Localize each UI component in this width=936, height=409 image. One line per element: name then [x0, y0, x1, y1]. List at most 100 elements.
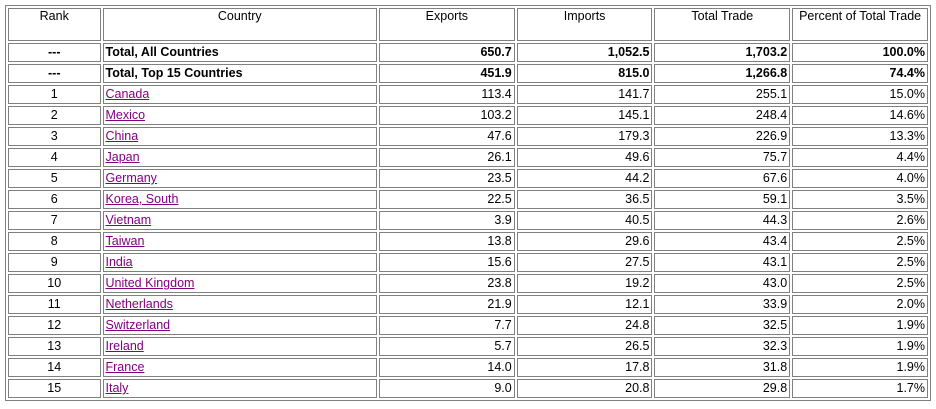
- country-link[interactable]: United Kingdom: [105, 276, 195, 290]
- percent-cell: 1.9%: [792, 358, 928, 377]
- total-trade-cell: 226.9: [654, 127, 791, 146]
- percent-cell: 2.5%: [792, 274, 928, 293]
- country-link[interactable]: France: [105, 360, 145, 374]
- total-trade-cell: 31.8: [654, 358, 791, 377]
- imports-cell: 179.3: [516, 127, 653, 146]
- table-row: 14 France 14.0 17.8 31.8 1.9%: [8, 358, 928, 377]
- country-link[interactable]: Japan: [105, 150, 140, 164]
- total-trade-cell: 1,703.2: [654, 43, 791, 62]
- country-link[interactable]: Mexico: [105, 108, 146, 122]
- table-row: 2 Mexico 103.2 145.1 248.4 14.6%: [8, 106, 928, 125]
- country-link[interactable]: Netherlands: [105, 297, 173, 311]
- total-row: --- Total, Top 15 Countries 451.9 815.0 1,26…: [8, 64, 928, 83]
- imports-cell: 44.2: [516, 169, 653, 188]
- table-row: 4 Japan 26.1 49.6 75.7 4.4%: [8, 148, 928, 167]
- exports-cell: 3.9: [379, 211, 515, 230]
- imports-cell: 24.8: [516, 316, 653, 335]
- percent-cell: 2.5%: [792, 253, 928, 272]
- country-link[interactable]: Italy: [105, 381, 129, 395]
- country-link[interactable]: Switzerland: [105, 318, 171, 332]
- rank-cell: 11: [8, 295, 101, 314]
- imports-cell: 145.1: [516, 106, 653, 125]
- country-link[interactable]: Vietnam: [105, 213, 152, 227]
- imports-cell: 36.5: [516, 190, 653, 209]
- country-link[interactable]: Korea, South: [105, 192, 179, 206]
- exports-cell: 113.4: [379, 85, 515, 104]
- rank-cell: 5: [8, 169, 101, 188]
- table-row: 3 China 47.6 179.3 226.9 13.3%: [8, 127, 928, 146]
- exports-cell: 23.5: [379, 169, 515, 188]
- country-cell: Mexico: [102, 106, 377, 125]
- total-trade-cell: 59.1: [654, 190, 791, 209]
- rank-cell: 10: [8, 274, 101, 293]
- table-row: 8 Taiwan 13.8 29.6 43.4 2.5%: [8, 232, 928, 251]
- percent-cell: 2.0%: [792, 295, 928, 314]
- table-row: 12 Switzerland 7.7 24.8 32.5 1.9%: [8, 316, 928, 335]
- rank-cell: 15: [8, 379, 101, 398]
- exports-cell: 21.9: [379, 295, 515, 314]
- exports-cell: 26.1: [379, 148, 515, 167]
- table-row: 9 India 15.6 27.5 43.1 2.5%: [8, 253, 928, 272]
- total-trade-cell: 67.6: [654, 169, 791, 188]
- header-row: Rank Country Exports Imports Total Trade…: [8, 8, 928, 41]
- percent-cell: 1.7%: [792, 379, 928, 398]
- country-link[interactable]: Canada: [105, 87, 150, 101]
- country-link[interactable]: Germany: [105, 171, 157, 185]
- country-cell: Total, Top 15 Countries: [102, 64, 377, 83]
- exports-cell: 650.7: [379, 43, 515, 62]
- exports-cell: 9.0: [379, 379, 515, 398]
- country-cell: Ireland: [102, 337, 377, 356]
- percent-cell: 4.0%: [792, 169, 928, 188]
- imports-cell: 19.2: [516, 274, 653, 293]
- percent-cell: 13.3%: [792, 127, 928, 146]
- percent-cell: 74.4%: [792, 64, 928, 83]
- percent-cell: 4.4%: [792, 148, 928, 167]
- country-link[interactable]: Taiwan: [105, 234, 145, 248]
- exports-cell: 5.7: [379, 337, 515, 356]
- rank-cell: 12: [8, 316, 101, 335]
- rank-cell: 3: [8, 127, 101, 146]
- country-link[interactable]: Ireland: [105, 339, 144, 353]
- country-cell: Netherlands: [102, 295, 377, 314]
- header-imports: Imports: [516, 8, 653, 41]
- country-cell: Vietnam: [102, 211, 377, 230]
- country-link[interactable]: China: [105, 129, 139, 143]
- exports-cell: 14.0: [379, 358, 515, 377]
- rank-cell: 9: [8, 253, 101, 272]
- rank-cell: 2: [8, 106, 101, 125]
- header-exports: Exports: [379, 8, 515, 41]
- exports-cell: 103.2: [379, 106, 515, 125]
- table-row: 1 Canada 113.4 141.7 255.1 15.0%: [8, 85, 928, 104]
- imports-cell: 141.7: [516, 85, 653, 104]
- total-trade-cell: 44.3: [654, 211, 791, 230]
- rank-cell: ---: [8, 43, 101, 62]
- table-row: 15 Italy 9.0 20.8 29.8 1.7%: [8, 379, 928, 398]
- total-trade-cell: 32.5: [654, 316, 791, 335]
- percent-cell: 1.9%: [792, 316, 928, 335]
- imports-cell: 815.0: [516, 64, 653, 83]
- exports-cell: 451.9: [379, 64, 515, 83]
- rank-cell: 13: [8, 337, 101, 356]
- country-cell: France: [102, 358, 377, 377]
- rank-cell: 7: [8, 211, 101, 230]
- total-trade-cell: 43.0: [654, 274, 791, 293]
- table-body: --- Total, All Countries 650.7 1,052.5 1,703…: [8, 43, 928, 398]
- country-cell: Switzerland: [102, 316, 377, 335]
- percent-cell: 1.9%: [792, 337, 928, 356]
- percent-cell: 2.5%: [792, 232, 928, 251]
- imports-cell: 12.1: [516, 295, 653, 314]
- percent-cell: 3.5%: [792, 190, 928, 209]
- imports-cell: 26.5: [516, 337, 653, 356]
- country-cell: Japan: [102, 148, 377, 167]
- percent-cell: 2.6%: [792, 211, 928, 230]
- imports-cell: 40.5: [516, 211, 653, 230]
- country-link[interactable]: India: [105, 255, 133, 269]
- exports-cell: 7.7: [379, 316, 515, 335]
- percent-cell: 14.6%: [792, 106, 928, 125]
- country-cell: Taiwan: [102, 232, 377, 251]
- total-trade-cell: 32.3: [654, 337, 791, 356]
- country-cell: Canada: [102, 85, 377, 104]
- total-trade-cell: 33.9: [654, 295, 791, 314]
- imports-cell: 1,052.5: [516, 43, 653, 62]
- imports-cell: 17.8: [516, 358, 653, 377]
